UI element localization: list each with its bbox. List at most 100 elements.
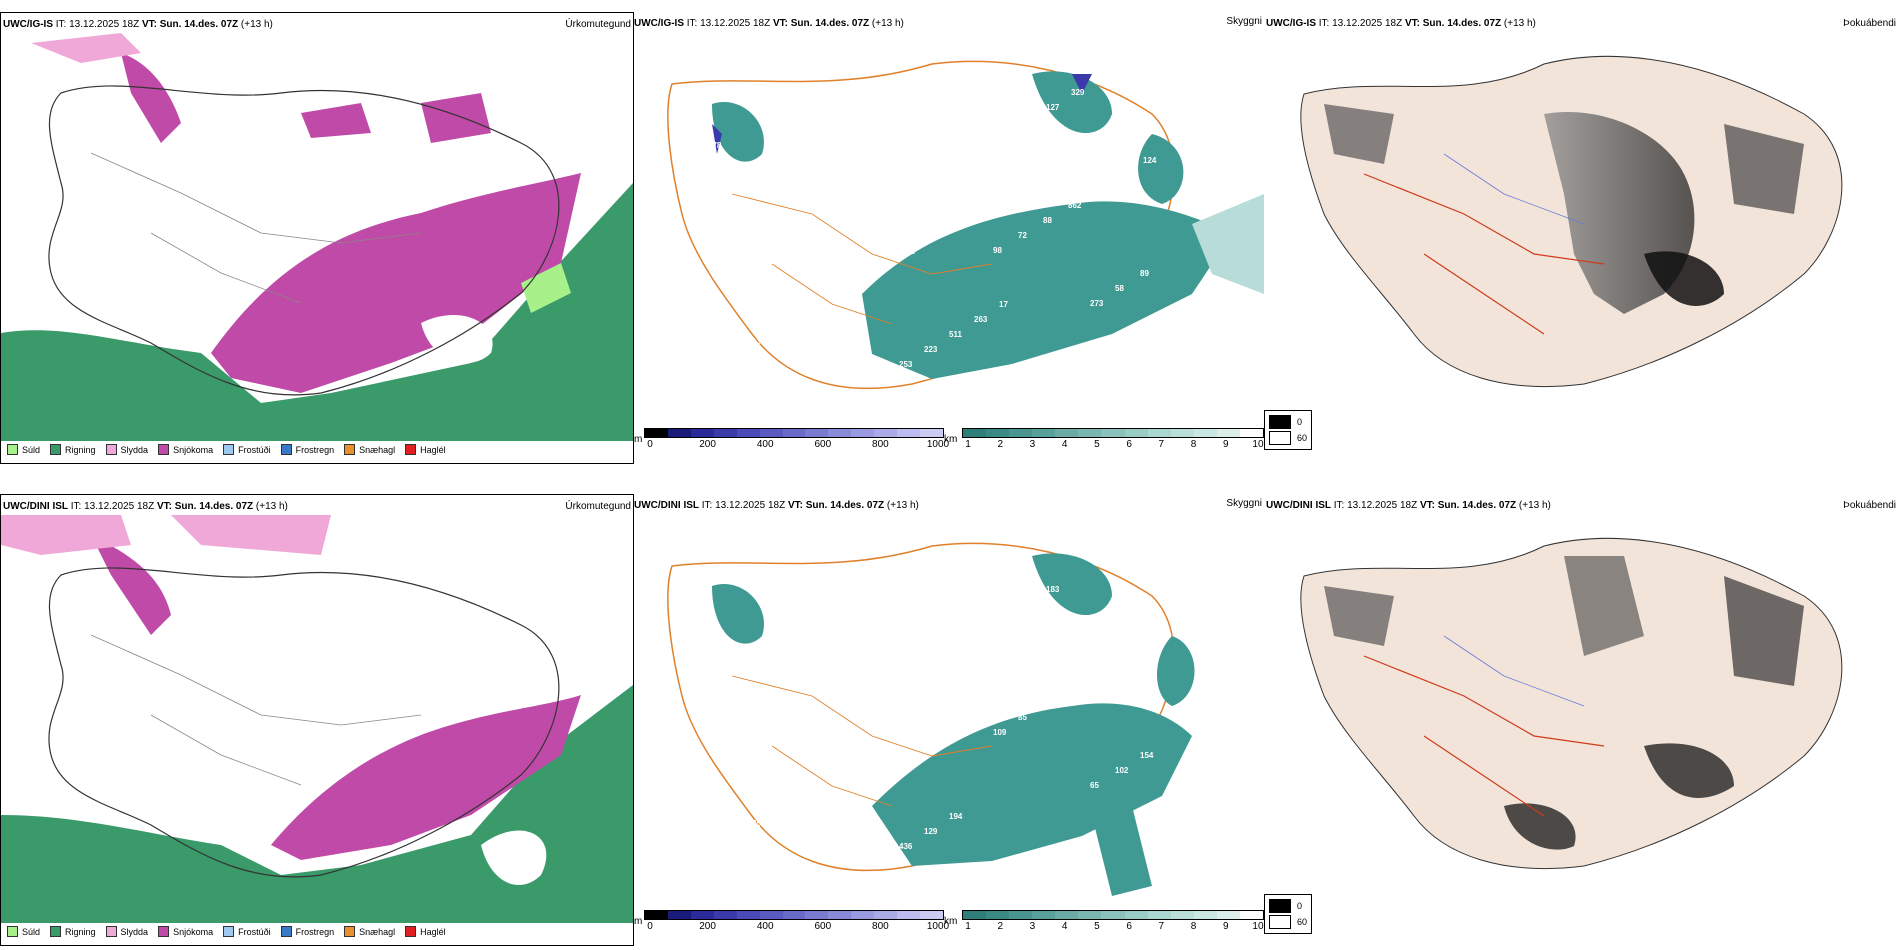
visibility-panel: UWC/IG-IS IT: 13.12.2025 18Z VT: Sun. 14… <box>632 12 1264 462</box>
elevation-label: 82 <box>1021 600 1030 609</box>
colorbar-tick-label: 5 <box>1094 439 1100 450</box>
elevation-label: 524 <box>1118 171 1132 180</box>
colorbar-tick-label: 1000 <box>926 439 950 450</box>
colorbar-cell <box>920 429 943 437</box>
elevation-label: 75 <box>752 819 761 828</box>
cloud-base-legend: 0 60 <box>1264 410 1313 450</box>
elevation-label: 973 <box>996 615 1010 624</box>
colorbar-cell <box>874 429 898 437</box>
visibility-map-svg: 109 122 113 109 65 60 103 119 85 102 75 124 102 168 15… <box>667 542 1195 896</box>
colorbar-cell <box>1078 911 1102 919</box>
elevation-label: 100 <box>824 125 838 134</box>
elevation-label: 316 <box>705 254 719 263</box>
colorbar-cell <box>1239 911 1264 919</box>
elevation-label: 168 <box>1043 698 1057 707</box>
colorbar-cell <box>736 911 760 919</box>
elevation-label: 436 <box>899 842 913 851</box>
colorbar-tick-label: 1000 <box>926 921 950 932</box>
colorbar-cell <box>690 911 714 919</box>
precip-map-svg <box>1 515 633 923</box>
elevation-label: 263 <box>974 315 988 324</box>
elevation-label: 862 <box>1068 201 1082 210</box>
colorbar-tick-label: 200 <box>699 921 716 932</box>
elevation-label: 223 <box>924 345 938 354</box>
colorbar-cell <box>1009 911 1033 919</box>
cloud-base-panel: UWC/DINI ISL IT: 13.12.2025 18Z VT: Sun.… <box>1264 494 1900 944</box>
elevation-label: 490 <box>852 277 866 286</box>
elevation-label: 129 <box>777 804 791 813</box>
legend-item: Frostúði <box>223 444 271 455</box>
visibility-map-svg: 242 100 164 98 273 141 100 62 72 58 13 159 136 88 89 11… <box>667 60 1264 390</box>
colorbar-tick-label: 9 <box>1222 439 1229 450</box>
elevation-label: 269 <box>996 133 1010 142</box>
panel-label: Þokuábendi <box>1843 18 1896 29</box>
elevation-label: 13 <box>752 337 761 346</box>
colorbar-cell <box>1216 429 1240 437</box>
elevation-label: 102 <box>946 645 960 654</box>
elevation-label: 179 <box>852 759 866 768</box>
elevation-label: 213 <box>755 706 769 715</box>
legend-item: Snjókoma <box>158 926 213 937</box>
colorbar-cell <box>1032 429 1056 437</box>
elevation-label: 119 <box>827 774 840 783</box>
visibility-colorbar: 1 2 3 4 5 6 7 8 9 10 <box>962 910 1264 932</box>
colorbar-cell <box>713 911 737 919</box>
legend-item: Haglél <box>405 926 446 937</box>
colorbar-tick-label: 7 <box>1158 439 1165 450</box>
colorbar-cell <box>828 911 852 919</box>
elevation-label: 113 <box>896 675 909 684</box>
colorbar-cell <box>736 429 760 437</box>
elevation-label: 100 <box>799 140 813 149</box>
colorbar-cell <box>851 429 875 437</box>
elevation-label: 88 <box>1043 216 1052 225</box>
elevation-label: 65 <box>1090 781 1099 790</box>
colorbar-cell <box>805 429 829 437</box>
panel-title: UWC/DINI ISL IT: 13.12.2025 18Z VT: Sun.… <box>3 501 288 512</box>
elevation-label: 85 <box>1018 713 1027 722</box>
colorbar-tick-label: 400 <box>756 921 774 932</box>
colorbar-cell <box>1055 911 1079 919</box>
row-2: UWC/DINI ISL IT: 13.12.2025 18Z VT: Sun.… <box>0 478 1900 950</box>
elevation-label: 271 <box>1021 118 1035 127</box>
colorbar-tick-label: 1 <box>965 439 971 450</box>
colorbar-cell <box>782 429 806 437</box>
elevation-colorbar: 0 200 400 600 800 1000 <box>644 428 949 450</box>
elevation-colorbar: 0 200 400 600 800 1000 <box>644 910 949 932</box>
colorbar-cell <box>1216 911 1240 919</box>
precip-map-svg <box>1 33 633 441</box>
elevation-unit: m <box>634 434 643 445</box>
elevation-label: 102 <box>1115 766 1129 775</box>
colorbar-cell <box>1239 429 1264 437</box>
colorbar-tick-label: 600 <box>814 921 832 932</box>
colorbar-tick-label: 400 <box>756 439 774 450</box>
colorbar-tick-label: 3 <box>1029 921 1036 932</box>
legend-item: Slydda <box>105 926 148 937</box>
colorbar-tick-label: 200 <box>699 439 716 450</box>
colorbar-tick-label: 800 <box>872 921 889 932</box>
elevation-label: 242 <box>702 87 716 96</box>
colorbar-cell <box>805 911 829 919</box>
cloud-base-legend: 0 60 <box>1264 894 1313 934</box>
colorbar-cell <box>645 911 668 919</box>
elevation-label: 188 <box>971 148 985 157</box>
legend-item: Snæhagl <box>344 926 395 937</box>
elevation-label: 274 <box>1093 186 1107 195</box>
elevation-label: 141 <box>727 352 741 361</box>
elevation-label: 183 <box>1046 585 1060 594</box>
cloud-base-map <box>1264 516 1900 916</box>
colorbar-cell <box>920 911 943 919</box>
elevation-label: 58 <box>1115 284 1124 293</box>
elevation-label: 62 <box>921 178 930 187</box>
elevation-label: 89 <box>1140 269 1149 278</box>
precip-legend: Súld Rigning Slydda Snjókoma Frostúði Fr… <box>7 444 456 455</box>
elevation-label: 72 <box>1018 231 1027 240</box>
elevation-label: 17 <box>999 300 1008 309</box>
colorbar-tick-label: 2 <box>997 439 1004 450</box>
elevation-label: 134 <box>874 95 888 104</box>
colorbar-cell <box>1170 429 1194 437</box>
colorbar-cell <box>828 429 852 437</box>
cloud-legend-item: 0 <box>1269 415 1307 429</box>
elevation-label: 273 <box>1090 299 1104 308</box>
elevation-label: 329 <box>902 247 916 256</box>
cloud-legend-item: 60 <box>1269 431 1307 445</box>
